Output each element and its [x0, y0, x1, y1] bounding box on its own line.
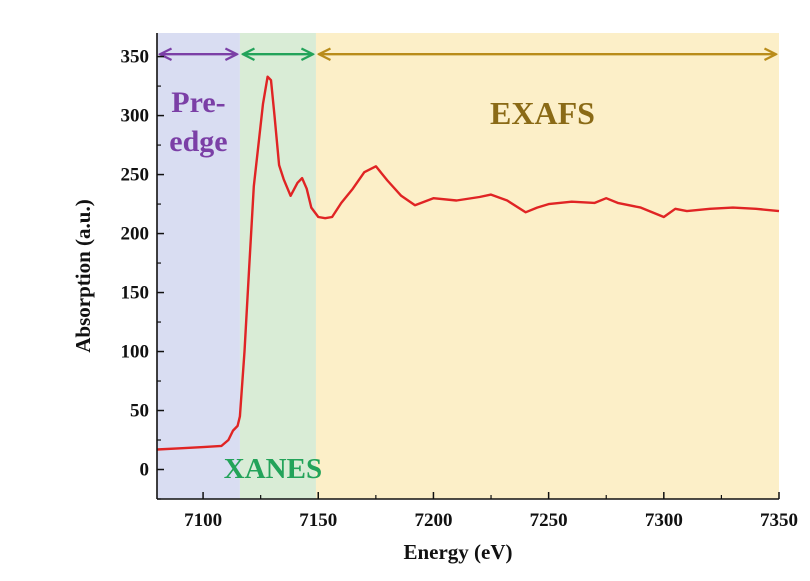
- x-tick-label: 7250: [530, 510, 568, 531]
- y-tick-label: 300: [121, 106, 150, 127]
- series-layer: [156, 75, 780, 451]
- x-tick-label: 7150: [299, 510, 337, 531]
- series-line-absorption: [156, 75, 780, 451]
- x-tick-label: 7300: [645, 510, 683, 531]
- x-tick-label: 7200: [414, 510, 452, 531]
- x-tick-label: 7100: [184, 510, 222, 531]
- region-label-exafs: EXAFS: [490, 95, 595, 131]
- y-axis-title: Absorption (a.u.): [71, 199, 95, 352]
- y-tick-label: 50: [130, 401, 149, 422]
- y-tick-label: 150: [121, 283, 150, 304]
- region-label-pre-edge: edge: [169, 125, 227, 158]
- x-axis-title: Energy (eV): [403, 540, 512, 564]
- region-exafs: [315, 33, 779, 499]
- y-tick-label: 0: [140, 460, 150, 481]
- y-tick-label: 100: [121, 342, 150, 363]
- axes: 0 50 100 150 200 250 300 350 7100 7150 7200 7250 730…: [71, 33, 798, 564]
- region-pre-edge: [157, 33, 240, 499]
- y-tick-label: 250: [121, 165, 150, 186]
- y-tick-label: 350: [121, 47, 150, 68]
- region-label-pre-edge: Pre-: [171, 86, 225, 119]
- region-label-xanes: XANES: [224, 453, 322, 485]
- y-tick-label: 200: [121, 224, 150, 245]
- regions-layer: [157, 33, 779, 499]
- region-labels: Pre-edge XANES EXAFS: [169, 86, 595, 485]
- x-tick-label: 7350: [760, 510, 798, 531]
- region-xanes: [239, 33, 316, 499]
